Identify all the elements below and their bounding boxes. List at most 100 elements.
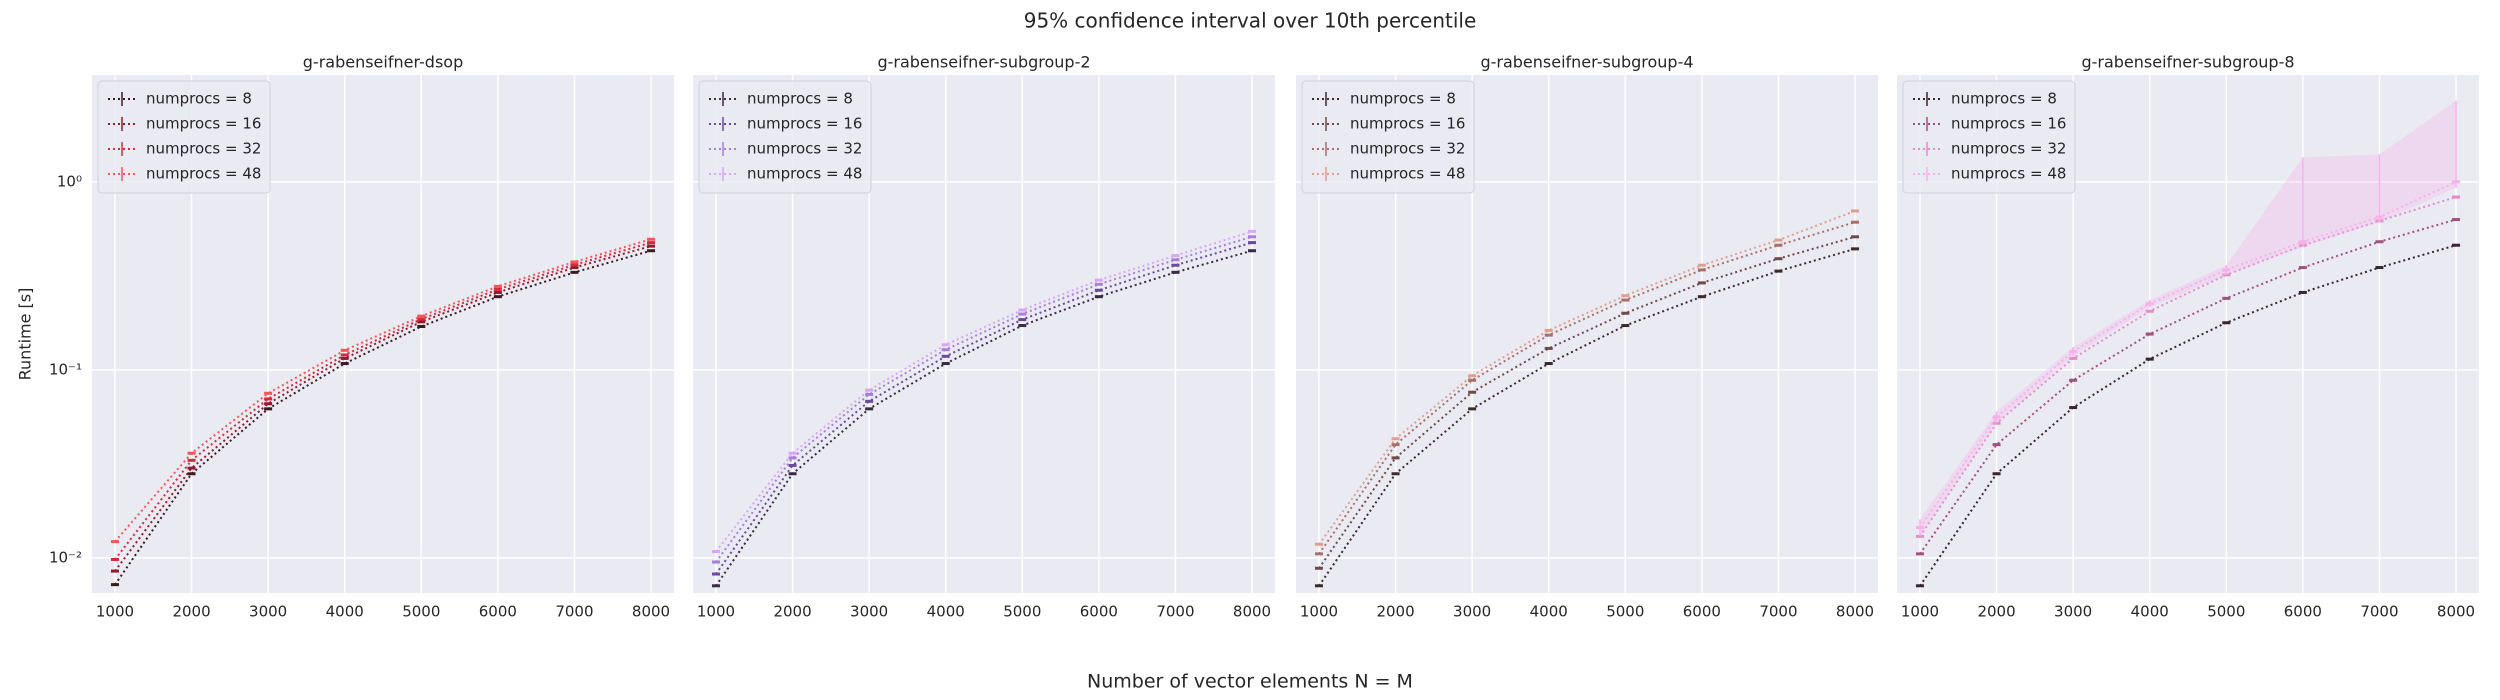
- data-point: [647, 244, 656, 248]
- data-point: [1915, 584, 1924, 588]
- data-point: [647, 237, 656, 241]
- data-point: [2069, 406, 2078, 410]
- x-tick-label: 2000: [1977, 603, 2015, 621]
- data-point: [1851, 235, 1860, 239]
- data-point: [2222, 296, 2231, 300]
- legend-label: numprocs = 32: [146, 140, 261, 158]
- data-point: [417, 314, 426, 318]
- data-point: [1468, 390, 1477, 394]
- data-point: [417, 317, 426, 321]
- y-tick-label: 10⁻²: [49, 548, 82, 566]
- data-point: [1621, 324, 1630, 328]
- data-point: [1248, 229, 1257, 233]
- x-tick-label: 6000: [1080, 603, 1118, 621]
- data-point: [110, 583, 119, 587]
- subplot: g-rabenseifner-dsop Runtime [s] 1000 2000 30…: [16, 53, 674, 621]
- subplot: g-rabenseifner-subgroup-2 1000 2000 3000 400…: [693, 53, 1275, 621]
- x-tick-label: 7000: [2360, 603, 2398, 621]
- data-point: [187, 458, 196, 462]
- subplot-title: g-rabenseifner-subgroup-4: [1480, 53, 1693, 72]
- legend-label: numprocs = 8: [747, 90, 853, 108]
- data-point: [1171, 258, 1180, 262]
- subplot-title: g-rabenseifner-subgroup-2: [877, 53, 1090, 72]
- data-point: [1851, 247, 1860, 251]
- data-point: [340, 348, 349, 352]
- legend-label: numprocs = 48: [1350, 165, 1465, 183]
- data-point: [187, 472, 196, 476]
- x-tick-label: 3000: [1453, 603, 1491, 621]
- x-tick-label: 8000: [632, 603, 670, 621]
- x-tick-label: 1000: [1300, 603, 1338, 621]
- data-point: [570, 266, 579, 270]
- data-point: [711, 550, 720, 554]
- data-point: [1171, 254, 1180, 258]
- x-tick-label: 3000: [850, 603, 888, 621]
- data-point: [941, 343, 950, 347]
- data-point: [941, 362, 950, 366]
- series-line: [1318, 235, 1856, 569]
- data-point: [2069, 356, 2078, 360]
- data-point: [570, 263, 579, 267]
- data-point: [788, 451, 797, 455]
- y-tick-label: 10⁻¹: [49, 360, 82, 378]
- data-point: [1094, 288, 1103, 292]
- data-point: [1621, 298, 1630, 302]
- x-tick-label: 7000: [1156, 603, 1194, 621]
- x-tick-label: 2000: [172, 603, 210, 621]
- x-tick-label: 6000: [1683, 603, 1721, 621]
- data-point: [1697, 295, 1706, 299]
- data-point: [1314, 566, 1323, 570]
- legend-label: numprocs = 32: [747, 140, 862, 158]
- data-point: [1468, 374, 1477, 378]
- series-line: [1919, 180, 2457, 529]
- data-point: [417, 320, 426, 324]
- data-point: [2298, 266, 2307, 270]
- x-tick-label: 3000: [2054, 603, 2092, 621]
- series-line: [1318, 221, 1856, 555]
- series-line: [1919, 196, 2457, 537]
- series-line: [715, 235, 1253, 563]
- data-point: [187, 466, 196, 470]
- series-line: [114, 245, 652, 572]
- data-point: [2452, 180, 2461, 184]
- legend-box: [97, 80, 271, 194]
- data-point: [2452, 195, 2461, 199]
- data-point: [1094, 278, 1103, 282]
- data-point: [1018, 312, 1027, 316]
- series-line: [715, 230, 1253, 553]
- data-point: [2145, 332, 2154, 336]
- data-point: [1697, 268, 1706, 272]
- data-point: [1544, 333, 1553, 337]
- data-point: [570, 270, 579, 274]
- x-tick-label: 3000: [249, 603, 287, 621]
- legend-label: numprocs = 8: [1350, 90, 1456, 108]
- data-point: [340, 353, 349, 357]
- data-point: [110, 569, 119, 573]
- data-point: [1621, 311, 1630, 315]
- data-point: [570, 260, 579, 264]
- data-point: [1992, 443, 2001, 447]
- data-point: [1851, 220, 1860, 224]
- data-point: [647, 249, 656, 253]
- y-axis-label: Runtime [s]: [16, 288, 35, 381]
- data-point: [187, 451, 196, 455]
- x-tick-label: 8000: [2437, 603, 2475, 621]
- data-point: [1851, 209, 1860, 213]
- subplot: g-rabenseifner-subgroup-8 1000 2000 3000 400…: [1897, 53, 2479, 621]
- data-point: [110, 540, 119, 544]
- data-point: [1621, 294, 1630, 298]
- data-point: [264, 402, 273, 406]
- data-point: [711, 572, 720, 576]
- data-point: [788, 472, 797, 476]
- legend-label: numprocs = 8: [146, 90, 252, 108]
- legend-label: numprocs = 8: [1951, 90, 2057, 108]
- y-tick-label: 10⁰: [57, 172, 82, 190]
- data-point: [1992, 472, 2001, 476]
- data-point: [1915, 552, 1924, 556]
- data-point: [865, 392, 874, 396]
- data-point: [2452, 218, 2461, 222]
- x-tick-label: 5000: [1606, 603, 1644, 621]
- data-point: [1697, 281, 1706, 285]
- subplot-title: g-rabenseifner-dsop: [303, 53, 463, 72]
